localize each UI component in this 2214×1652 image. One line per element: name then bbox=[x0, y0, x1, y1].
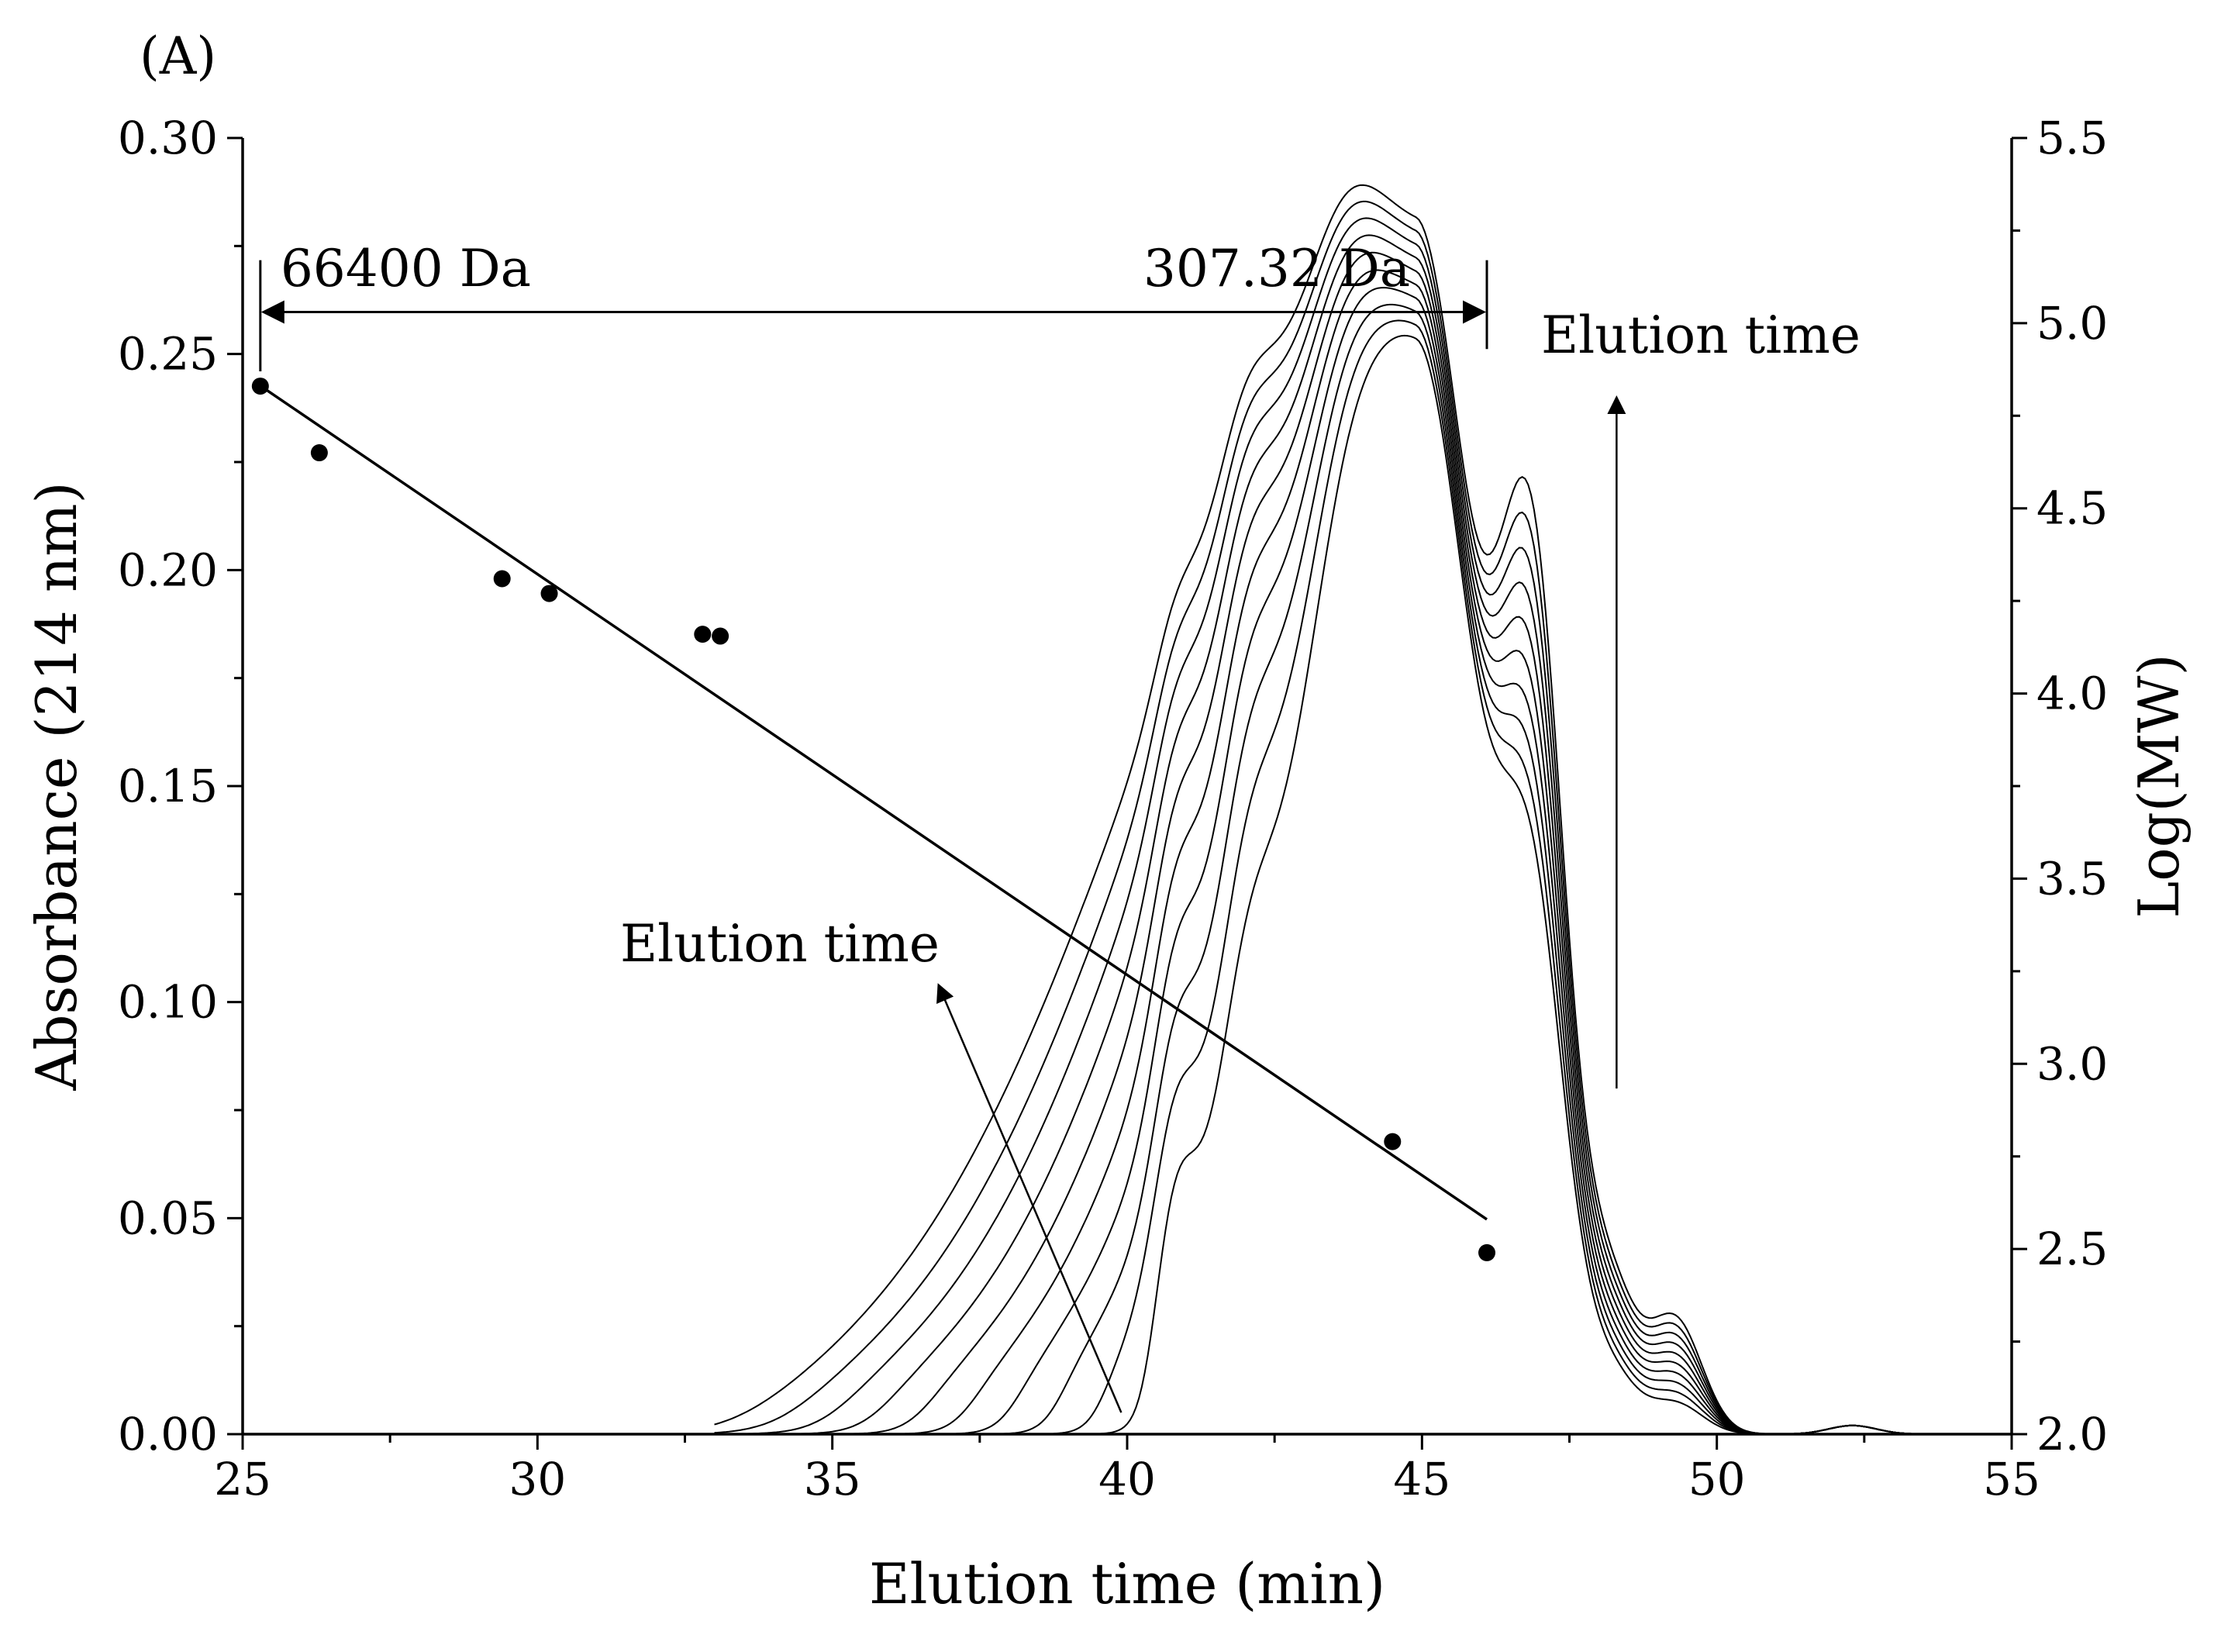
range-right-label: 307.32 Da bbox=[1143, 239, 1410, 298]
x-axis-title: Elution time (min) bbox=[869, 1551, 1385, 1616]
calibration-point bbox=[694, 626, 712, 643]
right-tick-label: 3.0 bbox=[2036, 1037, 2108, 1090]
left-tick-label: 0.25 bbox=[118, 328, 218, 381]
calibration-point bbox=[1384, 1133, 1402, 1150]
x-tick-label: 25 bbox=[214, 1453, 271, 1505]
x-tick-label: 40 bbox=[1098, 1453, 1156, 1505]
calibration-point bbox=[1478, 1243, 1496, 1261]
right-tick-label: 5.0 bbox=[2036, 297, 2108, 350]
x-tick-label: 55 bbox=[1983, 1453, 2040, 1505]
chromatogram-curve bbox=[714, 286, 2012, 1435]
calibration-fit-line bbox=[265, 388, 1488, 1221]
left-axis-title: Absorbance (214 nm) bbox=[24, 481, 89, 1091]
x-tick-label: 30 bbox=[509, 1453, 566, 1505]
right-tick-label: 2.0 bbox=[2036, 1408, 2108, 1461]
left-tick-label: 0.00 bbox=[118, 1408, 218, 1461]
x-axis-ticks: 25 30 35 40 45 50 55 bbox=[214, 1434, 2040, 1505]
center-arrow-label: Elution time bbox=[620, 914, 940, 974]
calibration-point bbox=[712, 627, 729, 645]
right-tick-label: 4.5 bbox=[2036, 482, 2108, 535]
left-tick-label: 0.30 bbox=[118, 112, 218, 164]
right-arrow-label: Elution time bbox=[1541, 305, 1861, 365]
left-tick-label: 0.05 bbox=[118, 1192, 218, 1244]
chromatogram-curve bbox=[714, 303, 2012, 1435]
chromatogram-curve bbox=[714, 234, 2012, 1435]
left-tick-label: 0.15 bbox=[118, 760, 218, 812]
calibration-point bbox=[310, 444, 328, 462]
chromatogram-curves bbox=[714, 184, 2012, 1435]
chromatogram-curve bbox=[714, 184, 2012, 1435]
x-tick-label: 50 bbox=[1688, 1453, 1746, 1505]
right-tick-label: 3.5 bbox=[2036, 852, 2108, 905]
right-tick-label: 2.5 bbox=[2036, 1223, 2108, 1275]
calibration-series bbox=[251, 378, 1496, 1261]
x-tick-label: 35 bbox=[804, 1453, 861, 1505]
calibration-point bbox=[493, 570, 511, 588]
chromatogram-curve bbox=[714, 269, 2012, 1435]
panel-label: (A) bbox=[140, 26, 216, 86]
calibration-point bbox=[540, 585, 558, 602]
calibration-point bbox=[251, 378, 269, 395]
center-arrow bbox=[936, 983, 1123, 1413]
left-tick-label: 0.20 bbox=[118, 543, 218, 596]
right-axis-title: Log(MW) bbox=[2126, 654, 2192, 918]
chromatogram-curve bbox=[714, 319, 2012, 1435]
right-axis-ticks: 2.0 2.5 3.0 3.5 4.0 4.5 5.0 5.5 bbox=[2012, 112, 2108, 1461]
left-axis-ticks: 0.00 0.05 0.10 0.15 0.20 0.25 0.30 bbox=[118, 112, 243, 1461]
right-tick-label: 4.0 bbox=[2036, 667, 2108, 720]
x-tick-label: 45 bbox=[1393, 1453, 1450, 1505]
annotations: 66400 Da 307.32 Da Elution time Elution … bbox=[259, 239, 1861, 1413]
range-left-label: 66400 Da bbox=[281, 239, 531, 298]
chromatogram-curve bbox=[714, 334, 2012, 1435]
right-tick-label: 5.5 bbox=[2036, 112, 2108, 164]
left-tick-label: 0.10 bbox=[118, 976, 218, 1029]
